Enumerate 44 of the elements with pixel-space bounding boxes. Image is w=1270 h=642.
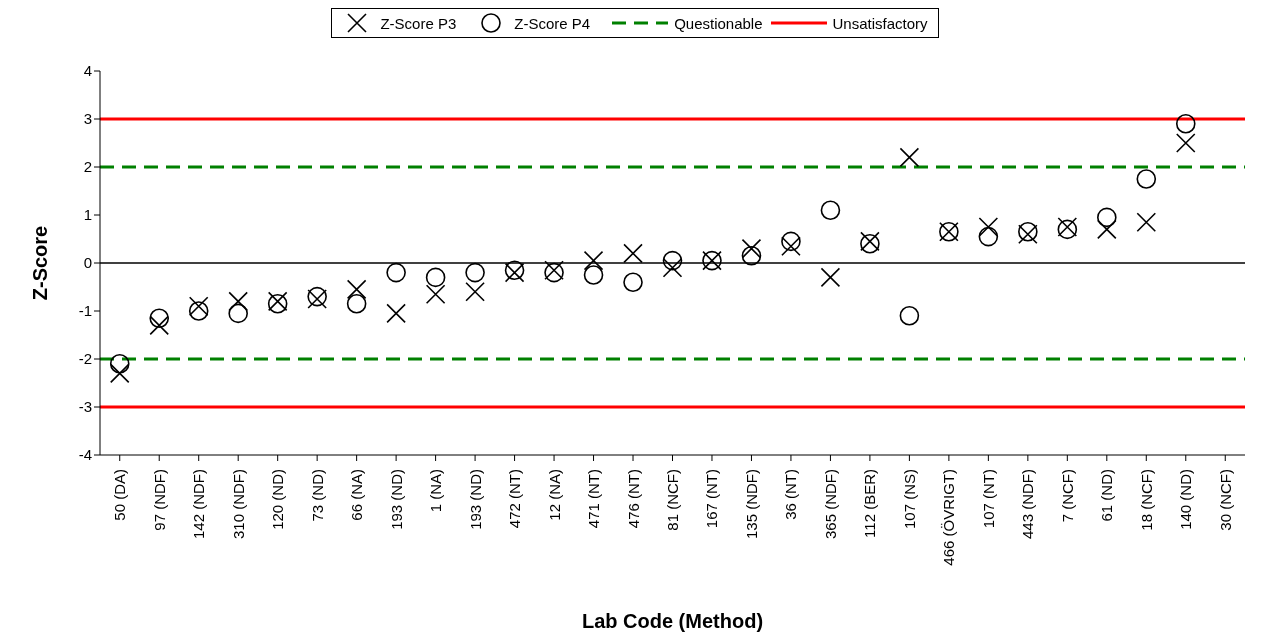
x-tick-label: 476 (NT) (624, 469, 642, 529)
x-tick-label: 50 (DA) (111, 469, 129, 521)
legend-label: Questionable (673, 14, 763, 32)
x-tick-label: 310 (NDF) (229, 469, 247, 540)
legend-label: Unsatisfactory (831, 14, 928, 32)
x-tick-label: 135 (NDF) (742, 469, 760, 540)
x-tick-label: 120 (ND) (269, 469, 287, 530)
x-tick-label: 18 (NCF) (1137, 469, 1155, 531)
x-tick-label: 142 (NDF) (190, 469, 208, 540)
x-tick-label: 466 (ÖVRIGT) (940, 469, 958, 566)
x-tick-label: 107 (NS) (900, 469, 918, 530)
y-tick-label: 3 (83, 110, 92, 128)
y-tick-label: 0 (83, 254, 92, 272)
x-tick-label: 443 (NDF) (1019, 469, 1037, 540)
x-tick-label: 472 (NT) (506, 469, 524, 529)
legend-label: Z-Score P4 (513, 13, 591, 34)
x-tick-label: 7 (NCF) (1058, 469, 1076, 523)
y-tick-label: -4 (78, 446, 92, 464)
y-tick-label: 2 (83, 158, 92, 176)
x-tick-label: 471 (NT) (585, 469, 603, 529)
x-tick-label: 36 (NT) (782, 469, 800, 520)
x-tick-label: 140 (ND) (1177, 469, 1195, 530)
x-tick-label: 1 (NA) (427, 469, 445, 513)
x-tick-label: 66 (NA) (348, 469, 366, 521)
x-tick-label: 193 (ND) (387, 469, 405, 530)
x-tick-label: 97 (NDF) (150, 469, 168, 531)
y-tick-label: -2 (78, 350, 92, 368)
x-tick-label: 81 (NCF) (664, 469, 681, 531)
x-tick-label: 365 (NDF) (821, 469, 839, 540)
x-tick-label: 167 (NT) (703, 469, 721, 529)
x-tick-label: 61 (ND) (1098, 469, 1116, 522)
x-tick-label: 30 (NCF) (1216, 469, 1234, 531)
x-tick-label: 112 (BER) (861, 469, 879, 538)
y-tick-label: -1 (78, 302, 92, 320)
y-tick-label: 1 (83, 206, 92, 224)
legend-label: Z-Score P3 (379, 13, 457, 34)
y-axis-title: Z-Score (29, 225, 52, 301)
x-axis-title: Lab Code (Method) (581, 610, 764, 632)
x-tick-label: 107 (NT) (979, 469, 997, 529)
y-tick-label: -3 (78, 398, 92, 416)
x-tick-label: 193 (ND) (466, 469, 484, 530)
y-tick-label: 4 (83, 62, 92, 80)
x-tick-label: 73 (ND) (308, 469, 326, 522)
x-tick-label: 12 (NA) (545, 469, 563, 521)
